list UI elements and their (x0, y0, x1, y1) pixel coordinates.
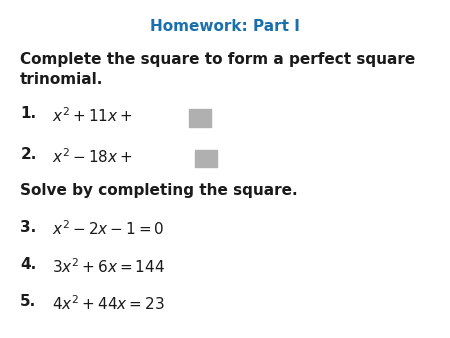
Text: $x^2 - 18x +$: $x^2 - 18x +$ (52, 147, 132, 166)
FancyBboxPatch shape (195, 150, 217, 167)
Text: 4.: 4. (20, 257, 36, 272)
Text: $4x^2 + 44x = 23$: $4x^2 + 44x = 23$ (52, 294, 165, 313)
Text: $3x^2 + 6x = 144$: $3x^2 + 6x = 144$ (52, 257, 165, 275)
Text: $x^2 - 2x - 1 = 0$: $x^2 - 2x - 1 = 0$ (52, 220, 164, 238)
Text: 2.: 2. (20, 147, 36, 162)
Text: Complete the square to form a perfect square
trinomial.: Complete the square to form a perfect sq… (20, 52, 415, 87)
Text: 3.: 3. (20, 220, 36, 235)
Text: 5.: 5. (20, 294, 36, 309)
Text: Homework: Part I: Homework: Part I (150, 19, 300, 33)
Text: 1.: 1. (20, 106, 36, 121)
FancyBboxPatch shape (189, 109, 211, 127)
Text: $x^2 + 11x +$: $x^2 + 11x +$ (52, 106, 132, 125)
Text: Solve by completing the square.: Solve by completing the square. (20, 183, 298, 197)
